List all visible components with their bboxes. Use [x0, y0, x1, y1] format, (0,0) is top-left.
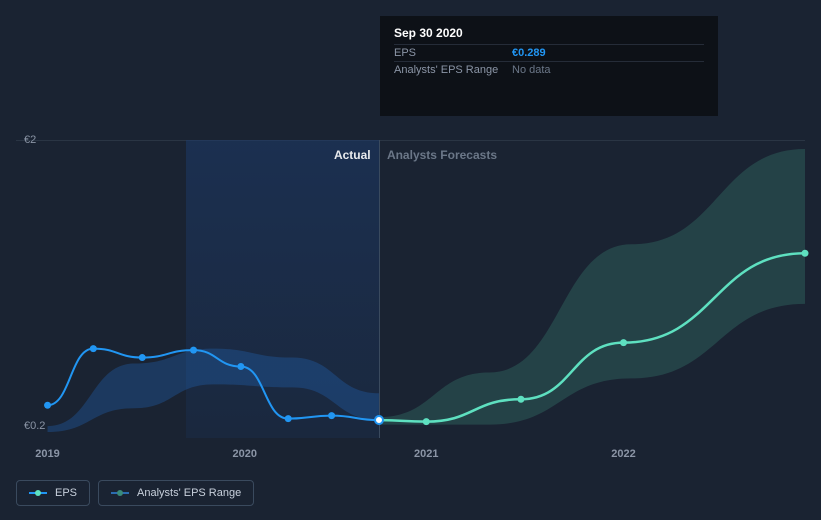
- range-swatch-icon: [111, 489, 129, 497]
- tooltip-row-value: €0.289: [512, 47, 546, 59]
- tooltip-row-label: Analysts' EPS Range: [394, 64, 512, 76]
- tooltip-row-value: No data: [512, 64, 551, 76]
- tooltip-row: Analysts' EPS RangeNo data: [394, 61, 704, 78]
- tooltip: Sep 30 2020 EPS€0.289Analysts' EPS Range…: [380, 16, 718, 116]
- section-label-forecast: Analysts Forecasts: [387, 148, 497, 162]
- actual-forecast-divider: [379, 140, 380, 438]
- tooltip-row: EPS€0.289: [394, 44, 704, 61]
- eps-swatch-icon: [29, 489, 47, 497]
- tooltip-row-label: EPS: [394, 47, 512, 59]
- tooltip-title: Sep 30 2020: [394, 26, 704, 40]
- x-tick-label: 2020: [233, 448, 257, 460]
- legend: EPS Analysts' EPS Range: [16, 480, 254, 506]
- x-tick-label: 2022: [611, 448, 635, 460]
- section-label-actual: Actual: [334, 148, 371, 162]
- x-tick-label: 2021: [414, 448, 438, 460]
- y-tick-label: €0.2: [24, 420, 45, 432]
- chart-svg: [16, 140, 805, 438]
- legend-label-range: Analysts' EPS Range: [137, 487, 241, 499]
- highlight-marker: [374, 415, 384, 425]
- legend-item-range[interactable]: Analysts' EPS Range: [98, 480, 254, 506]
- x-tick-label: 2019: [35, 448, 59, 460]
- legend-item-eps[interactable]: EPS: [16, 480, 90, 506]
- legend-label-eps: EPS: [55, 487, 77, 499]
- y-tick-label: €2: [24, 134, 36, 146]
